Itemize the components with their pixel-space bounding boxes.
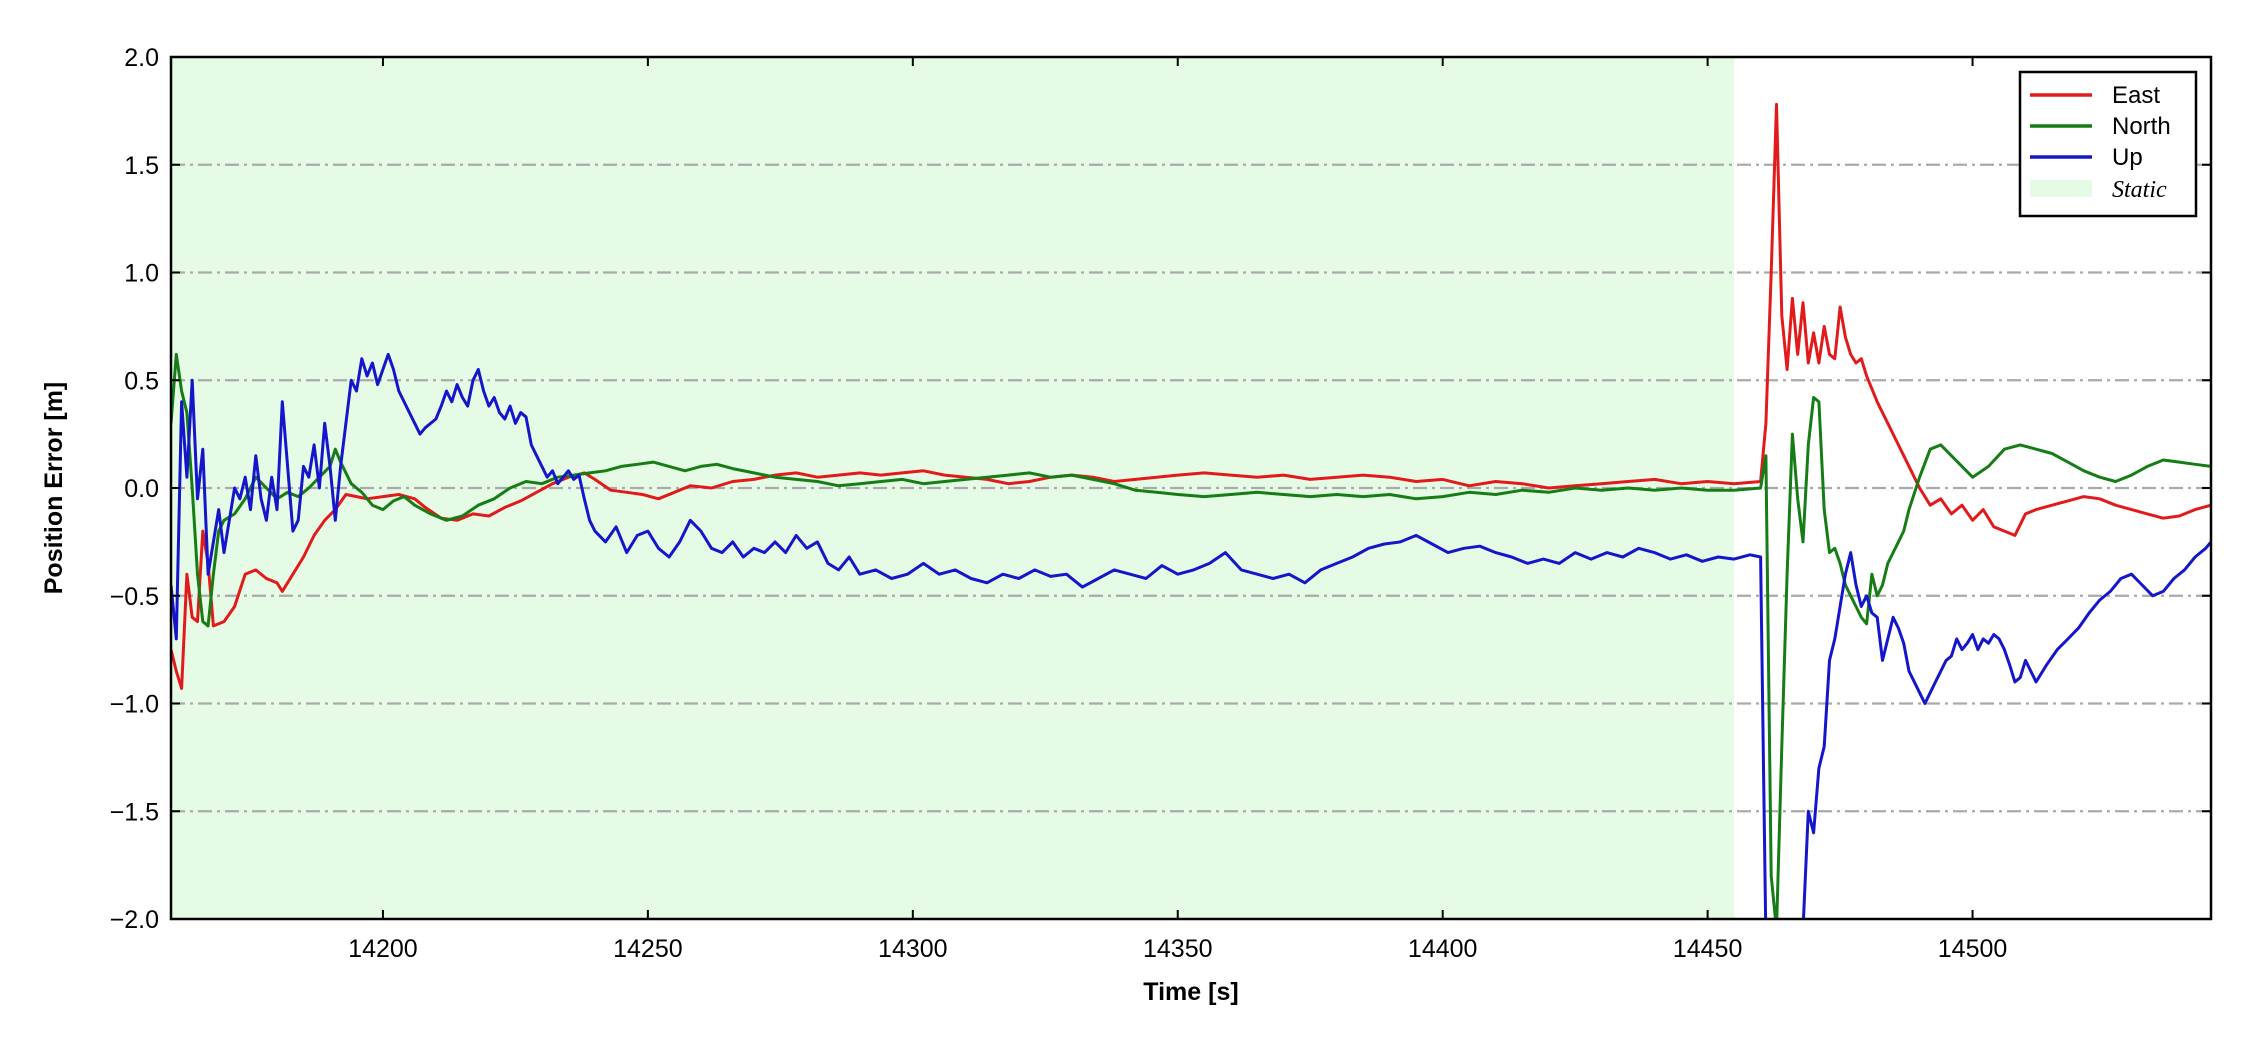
legend-label-east: East	[2112, 82, 2160, 109]
legend-swatch-static	[2030, 180, 2092, 197]
x-tick-label: 14500	[1938, 935, 2008, 963]
y-tick-label: 1.0	[124, 260, 159, 288]
x-tick-label: 14450	[1673, 935, 1743, 963]
y-axis-label: Position Error [m]	[40, 382, 68, 595]
y-tick-label: −1.5	[110, 798, 159, 826]
legend-label-north: North	[2112, 113, 2171, 140]
grid-layer	[171, 163, 2211, 813]
legend: East North Up Static	[2018, 70, 2198, 218]
y-tick-label: −2.0	[110, 906, 159, 934]
x-tick-label: 14250	[613, 935, 683, 963]
y-tick-label: −1.0	[110, 691, 159, 719]
y-axis-ticks: 2.0 1.5 1.0 0.5 0.0 −0.5 −1.0 −1.5 −2.0	[110, 44, 2211, 934]
y-tick-label: 0.0	[124, 475, 159, 503]
y-tick-label: 2.0	[124, 44, 159, 72]
x-tick-label: 14350	[1143, 935, 1213, 963]
x-tick-label: 14400	[1408, 935, 1478, 963]
y-tick-label: −0.5	[110, 583, 159, 611]
x-tick-label: 14300	[878, 935, 948, 963]
series-line-up	[171, 352, 2211, 919]
x-axis-ticks: 14200 14250 14300 14350 14400 14450 14500	[348, 57, 2007, 963]
y-tick-label: 1.5	[124, 152, 159, 180]
series-layer	[171, 102, 2211, 919]
legend-label-up: Up	[2112, 144, 2143, 171]
y-tick-label: 0.5	[124, 367, 159, 395]
legend-label-static: Static	[2112, 177, 2167, 203]
x-tick-label: 14200	[348, 935, 418, 963]
series-line-east	[171, 102, 2211, 690]
series-line-north	[171, 352, 2211, 919]
x-axis-label: Time [s]	[1143, 978, 1238, 1006]
